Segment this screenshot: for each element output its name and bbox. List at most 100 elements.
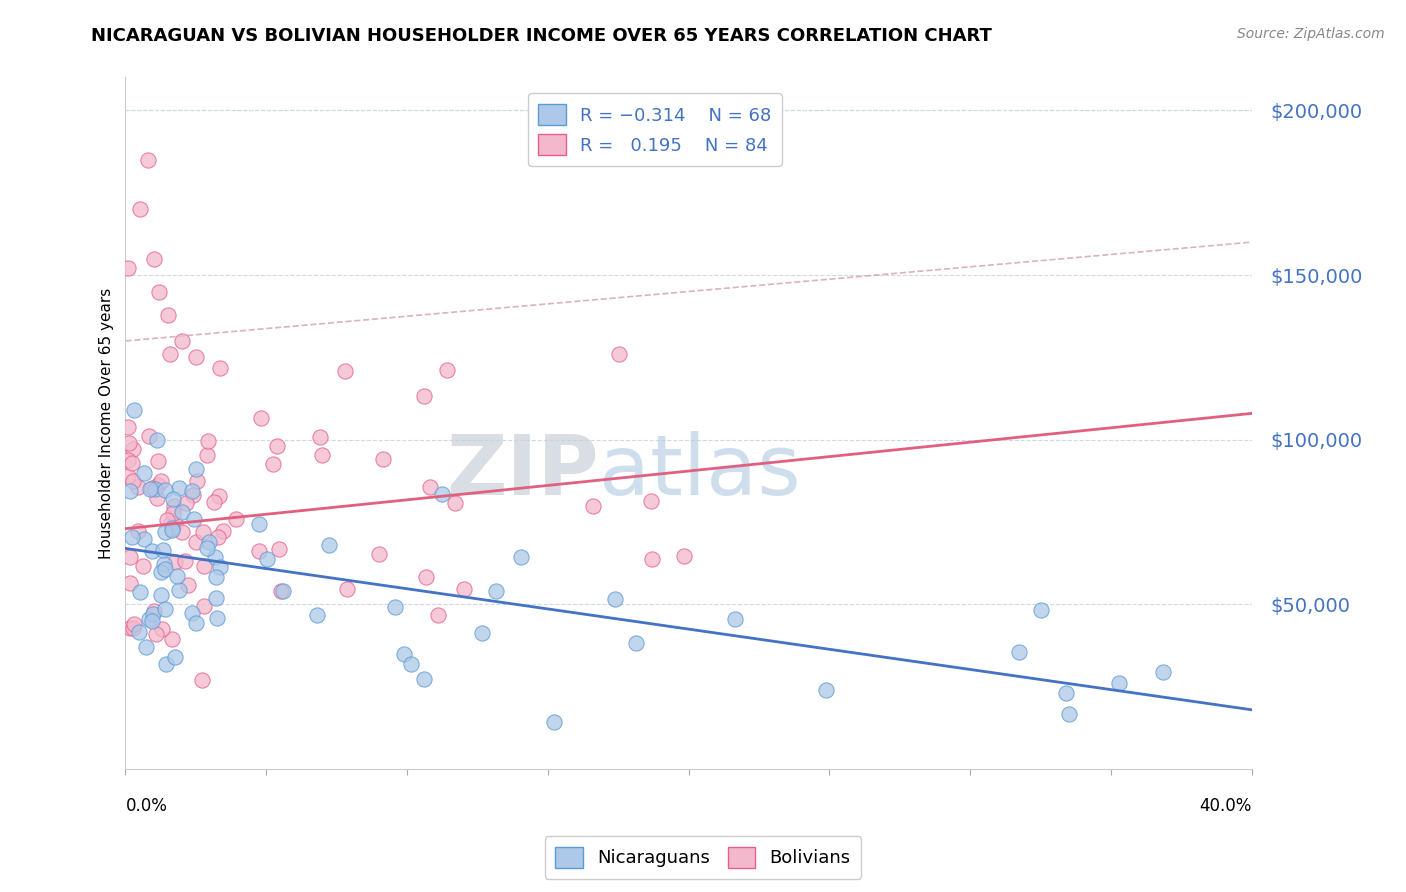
Point [311, 448, 333, 462]
Point [120, 550, 142, 565]
Text: Source: ZipAtlas.com: Source: ZipAtlas.com [1237, 27, 1385, 41]
Point [122, 617, 145, 632]
Point [117, 469, 139, 483]
Point [1054, 686, 1077, 700]
Point [143, 604, 166, 618]
Point [163, 555, 186, 569]
Point [118, 436, 141, 450]
Point [333, 363, 356, 377]
Point [122, 621, 145, 635]
Point [443, 496, 465, 510]
Point [153, 557, 176, 571]
Point [1108, 675, 1130, 690]
Point [1057, 706, 1080, 721]
Point [607, 347, 630, 361]
Point [582, 499, 605, 513]
Point [181, 483, 204, 498]
Point [318, 537, 340, 551]
Point [138, 428, 160, 442]
Point [436, 363, 458, 377]
Point [174, 554, 197, 568]
Point [145, 626, 167, 640]
Point [204, 591, 226, 606]
Point [121, 442, 143, 457]
Point [195, 541, 218, 555]
Point [128, 584, 150, 599]
Point [195, 448, 218, 462]
Point [412, 389, 434, 403]
Point [141, 482, 163, 496]
Point [412, 672, 434, 686]
Point [143, 482, 166, 496]
Point [181, 606, 204, 620]
Point [209, 361, 232, 376]
Point [270, 584, 292, 599]
Point [132, 467, 155, 481]
Point [336, 582, 359, 597]
Point [120, 575, 142, 590]
Point [162, 522, 184, 536]
Point [249, 544, 271, 558]
Point [117, 261, 139, 276]
Point [186, 474, 208, 488]
Point [624, 636, 647, 650]
Point [181, 488, 204, 502]
Point [142, 252, 165, 266]
Point [543, 714, 565, 729]
Point [207, 530, 229, 544]
Point [1029, 603, 1052, 617]
Point [426, 607, 449, 622]
Point [605, 591, 627, 606]
Point [141, 615, 163, 629]
Point [170, 334, 193, 348]
Point [150, 475, 173, 489]
Point [170, 505, 193, 519]
Point [146, 453, 169, 467]
Point [121, 456, 143, 470]
Y-axis label: Householder Income Over 65 years: Householder Income Over 65 years [100, 287, 114, 559]
Point [453, 582, 475, 597]
Point [132, 533, 155, 547]
Point [202, 495, 225, 509]
Point [167, 583, 190, 598]
Point [128, 624, 150, 639]
Point [122, 402, 145, 417]
Point [163, 516, 186, 530]
Point [271, 583, 294, 598]
Point [211, 524, 233, 538]
Point [167, 481, 190, 495]
Point [121, 475, 143, 489]
Point [139, 482, 162, 496]
Point [384, 599, 406, 614]
Point [163, 650, 186, 665]
Text: 0.0%: 0.0% [125, 797, 167, 814]
Point [155, 657, 177, 671]
Point [145, 491, 167, 506]
Point [176, 495, 198, 509]
Point [191, 525, 214, 540]
Point [208, 489, 231, 503]
Point [256, 552, 278, 566]
Point [225, 512, 247, 526]
Point [262, 458, 284, 472]
Point [672, 549, 695, 563]
Point [471, 625, 494, 640]
Legend: R = −0.314    N = 68, R =   0.195    N = 84: R = −0.314 N = 68, R = 0.195 N = 84 [527, 94, 782, 166]
Point [183, 512, 205, 526]
Point [141, 544, 163, 558]
Point [160, 523, 183, 537]
Point [269, 542, 291, 557]
Point [368, 547, 391, 561]
Point [148, 285, 170, 299]
Point [399, 657, 422, 672]
Point [205, 569, 228, 583]
Point [724, 612, 747, 626]
Point [156, 308, 179, 322]
Point [131, 559, 153, 574]
Point [510, 549, 533, 564]
Point [184, 351, 207, 365]
Point [149, 588, 172, 602]
Point [485, 584, 508, 599]
Point [176, 578, 198, 592]
Text: 40.0%: 40.0% [1199, 797, 1251, 814]
